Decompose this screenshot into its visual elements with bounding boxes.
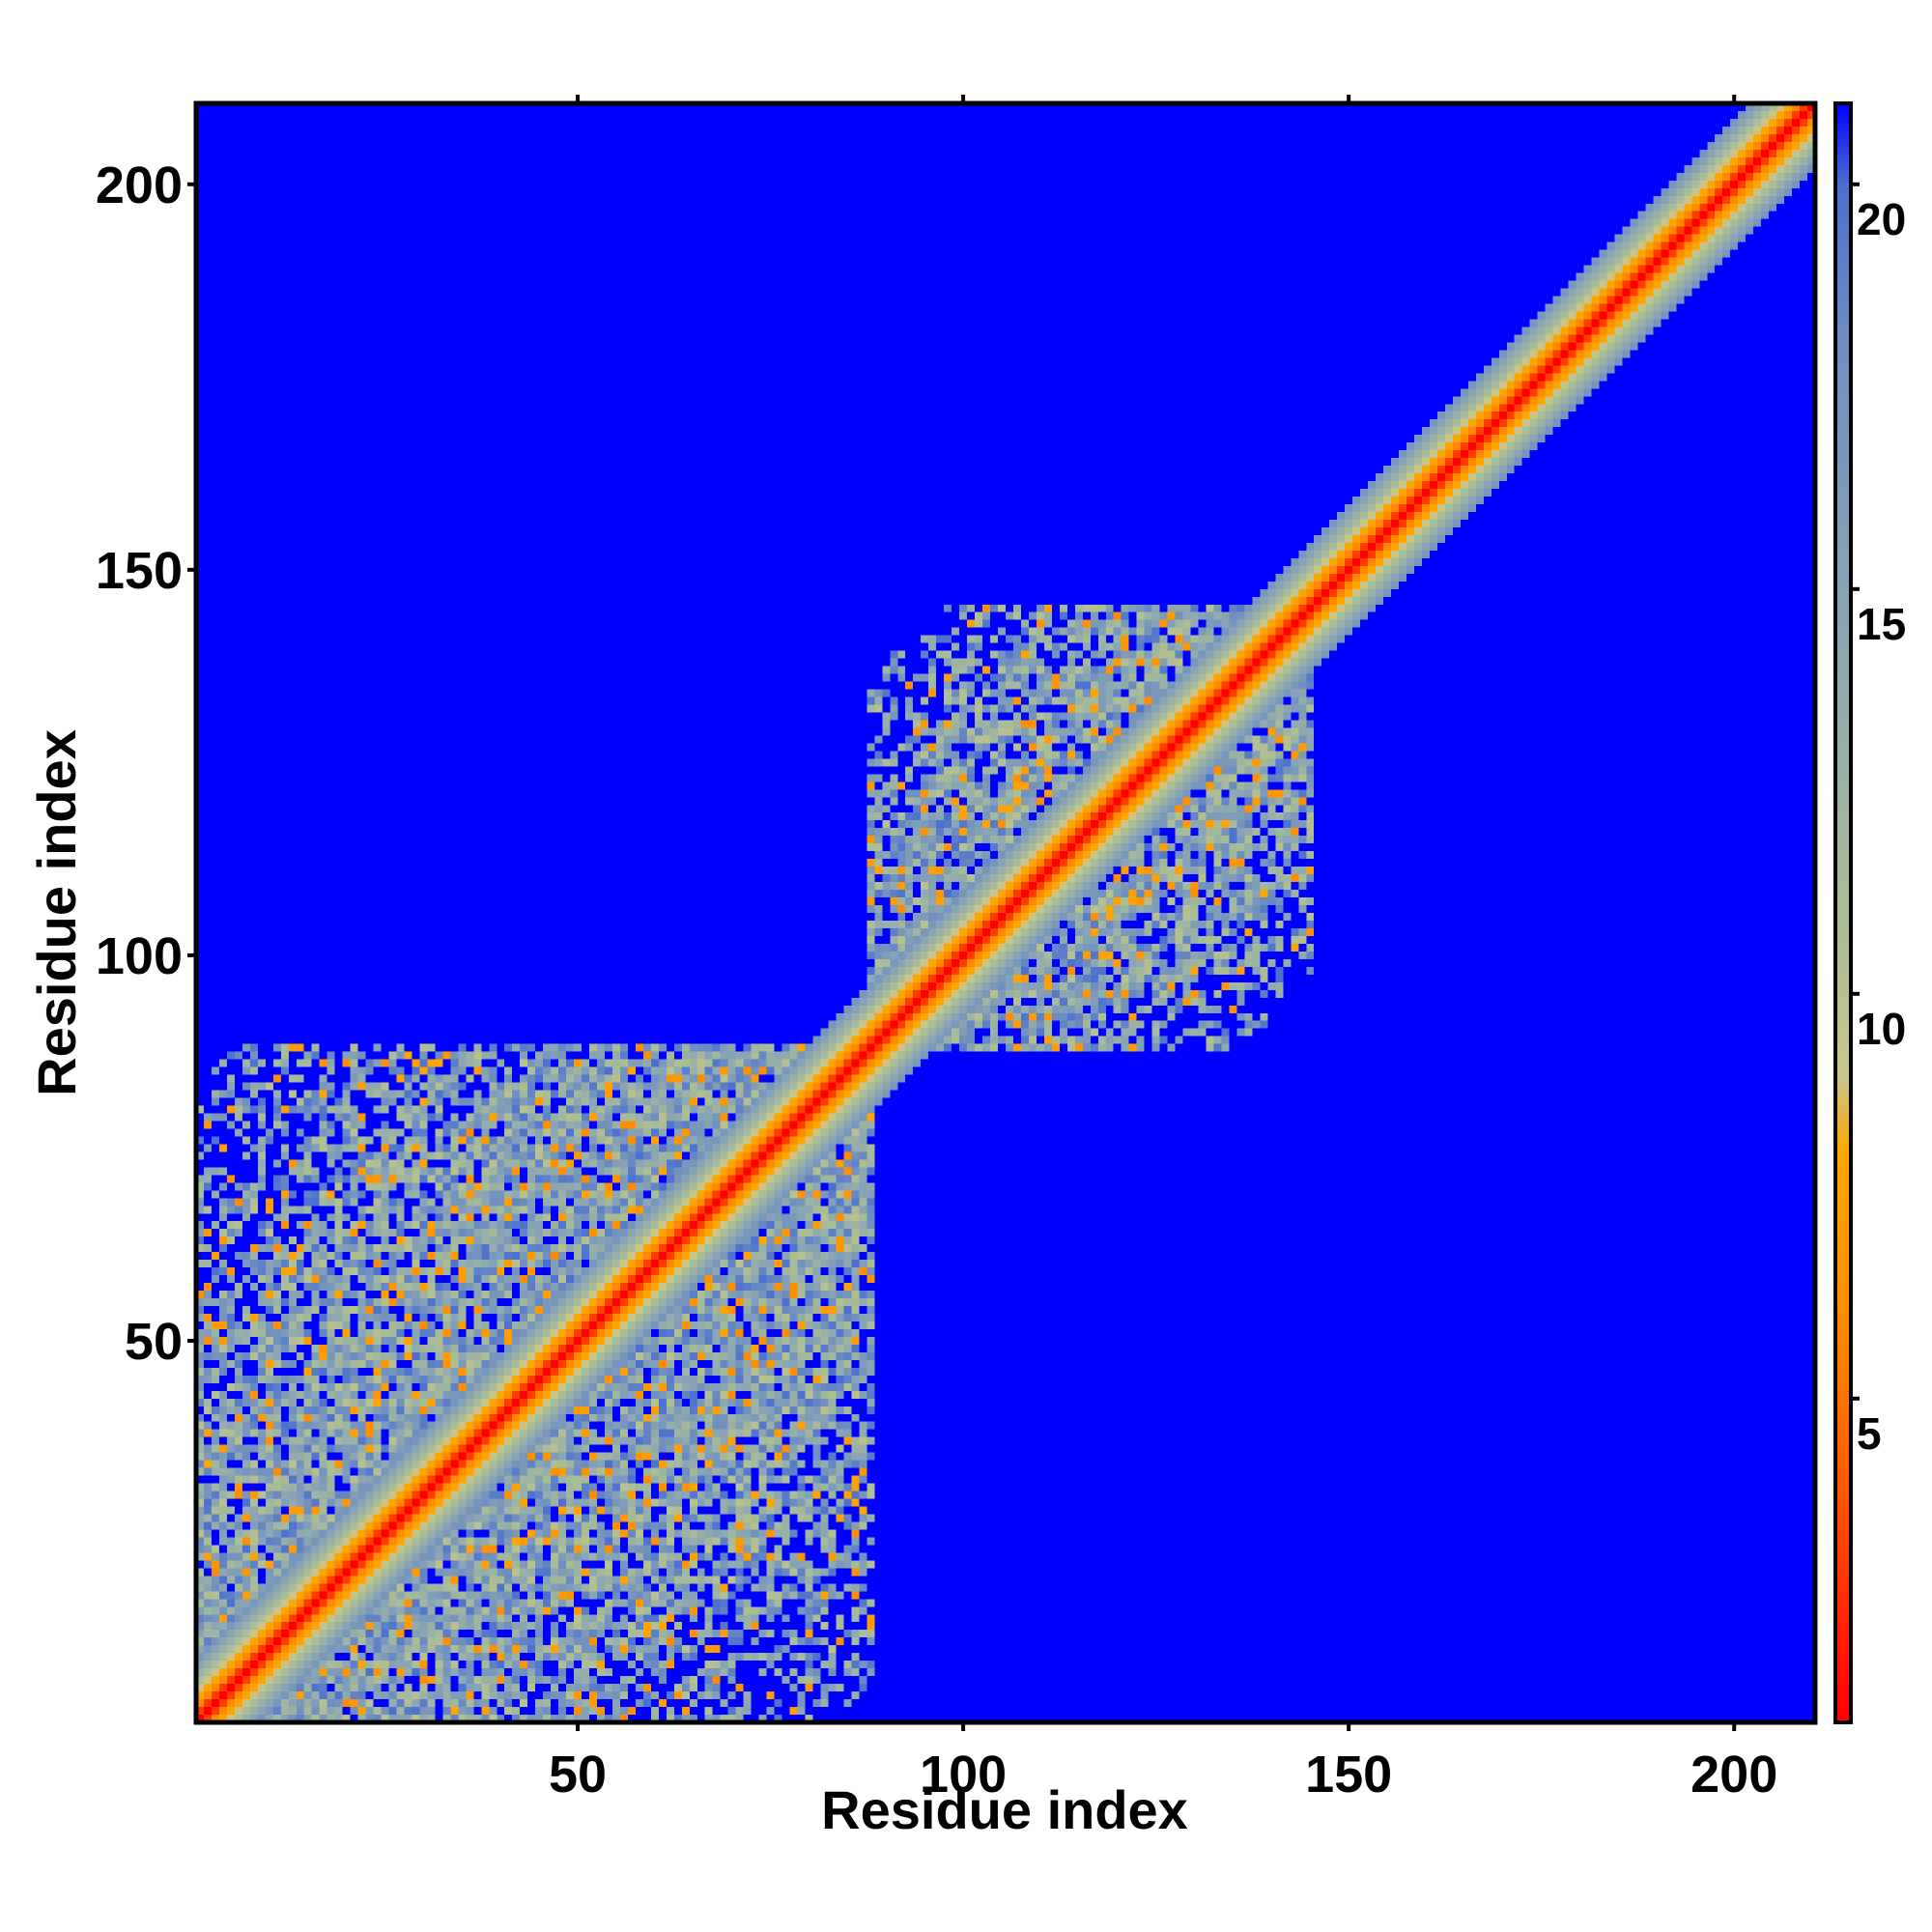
y-tick-label: 150 — [96, 542, 183, 600]
y-tick-label: 50 — [125, 1313, 183, 1371]
colorbar-tick-label: 15 — [1857, 599, 1906, 649]
x-tick-label: 150 — [1305, 1746, 1392, 1804]
colorbar-tick-label: 5 — [1857, 1408, 1882, 1459]
y-axis: 50 100 150 200 — [96, 156, 196, 1371]
x-tick-label: 50 — [549, 1746, 607, 1804]
heatmap-plot-area — [196, 103, 1815, 1722]
x-tick-label: 100 — [920, 1746, 1007, 1804]
colorbar-tick-label: 20 — [1857, 194, 1906, 244]
colorbar-tick-label: 10 — [1857, 1004, 1906, 1054]
x-axis: 50 100 150 200 — [549, 95, 1777, 1804]
plot-frame — [193, 100, 1818, 1725]
heatmap-image — [196, 103, 1815, 1722]
y-axis-title: Residue index — [26, 729, 87, 1096]
y-tick-label: 100 — [96, 927, 183, 985]
x-axis-title: Residue index — [821, 1779, 1188, 1840]
colorbar: 5 10 15 20 — [1833, 101, 1906, 1724]
x-tick-label: 200 — [1690, 1746, 1777, 1804]
colorbar-gradient — [1833, 101, 1853, 1724]
y-tick-label: 200 — [96, 156, 183, 214]
